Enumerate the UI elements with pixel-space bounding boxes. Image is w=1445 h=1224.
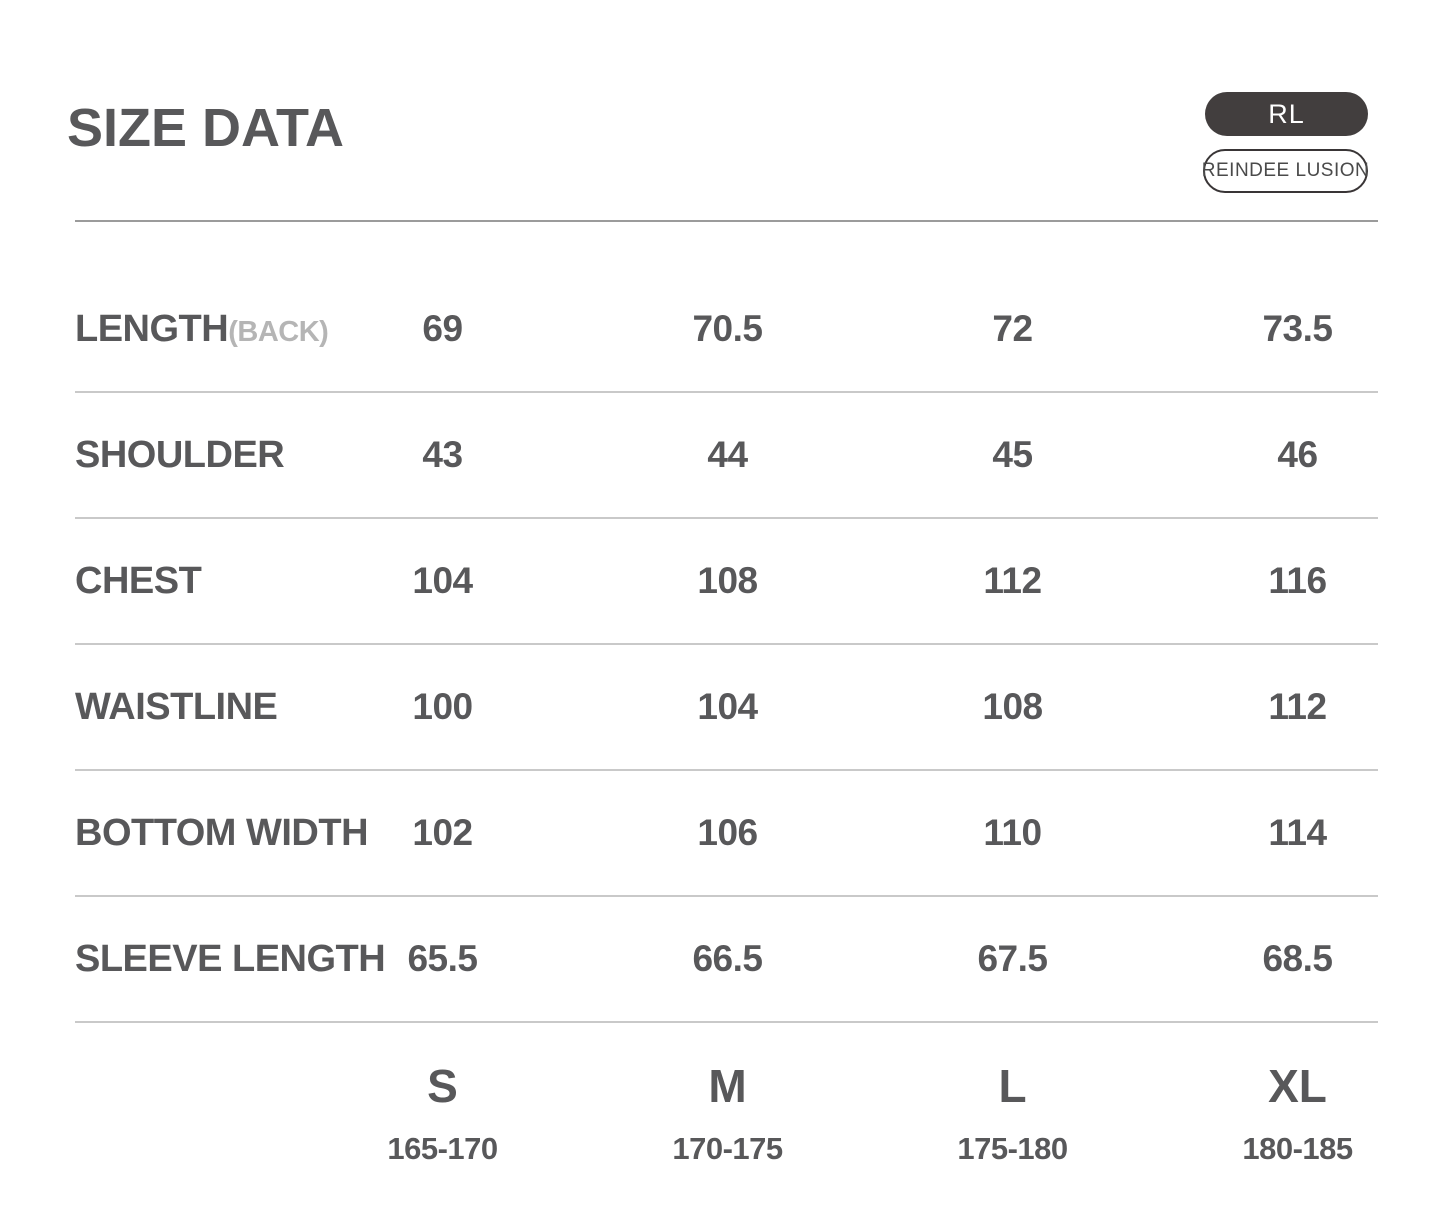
size-value-cell: 106 [697, 812, 758, 853]
size-value-cell: 112 [983, 560, 1042, 601]
row-label-text: WAISTLINE [75, 685, 278, 728]
table-row-shoulder: SHOULDER 43 44 45 46 [75, 392, 1440, 519]
row-label: SHOULDER [75, 434, 300, 477]
size-value-cell: 73.5 [1262, 308, 1333, 349]
size-value-cell: 102 [412, 812, 473, 853]
size-value-cell: 46 [1277, 434, 1318, 475]
size-value-cell: 114 [1268, 812, 1327, 853]
size-value-cell: 45 [992, 434, 1033, 475]
size-value-cell: 67.5 [977, 938, 1048, 979]
table-row-chest: CHEST 104 108 112 116 [75, 518, 1440, 645]
size-column-header-m: M [708, 1060, 747, 1112]
height-range-xl: 180-185 [1242, 1131, 1353, 1166]
height-range-l: 175-180 [957, 1131, 1068, 1166]
table-row-sleeve-length: SLEEVE LENGTH 65.5 66.5 67.5 68.5 [75, 896, 1440, 1023]
size-value-cell: 65.5 [407, 938, 478, 979]
row-label: LENGTH(BACK) [75, 307, 329, 351]
row-label: BOTTOM WIDTH [75, 812, 369, 855]
row-label-text: BOTTOM WIDTH [75, 811, 369, 854]
row-label: CHEST [75, 560, 300, 603]
size-column-header-xl: XL [1268, 1060, 1327, 1112]
size-value-cell: 70.5 [692, 308, 763, 349]
size-value-cell: 44 [707, 434, 748, 475]
size-value-cell: 112 [1268, 686, 1327, 727]
table-row-waistline: WAISTLINE 100 104 108 112 [75, 644, 1440, 771]
height-range-s: 165-170 [387, 1131, 498, 1166]
size-value-cell: 43 [422, 434, 463, 475]
row-label: SLEEVE LENGTH [75, 938, 386, 981]
row-label-text: SHOULDER [75, 433, 285, 476]
size-value-cell: 100 [412, 686, 473, 727]
row-label-text: CHEST [75, 559, 202, 602]
table-row-bottom-width: BOTTOM WIDTH 102 106 110 114 [75, 770, 1440, 897]
row-note: (BACK) [228, 315, 329, 348]
size-table: LENGTH(BACK) 69 70.5 72 73.5 SHOULDER 43… [75, 266, 1440, 1023]
brand-badge-short-label: RL [1268, 98, 1305, 129]
size-value-cell: 110 [983, 812, 1042, 853]
row-label: WAISTLINE [75, 686, 300, 729]
size-column-header-l: L [998, 1060, 1027, 1112]
size-value-cell: 108 [982, 686, 1043, 727]
size-value-cell: 104 [412, 560, 473, 601]
table-row-length: LENGTH(BACK) 69 70.5 72 73.5 [75, 266, 1440, 393]
brand-badge-full: REINDEE LUSION [1201, 149, 1370, 193]
size-value-cell: 116 [1268, 560, 1327, 601]
page-title: SIZE DATA [67, 98, 344, 158]
header-divider [75, 220, 1378, 222]
brand-badge-short: RL [1205, 92, 1368, 136]
height-range-m: 170-175 [672, 1131, 783, 1166]
footer-spacer [75, 1022, 300, 1112]
row-label-text: LENGTH [75, 307, 229, 350]
size-value-cell: 68.5 [1262, 938, 1333, 979]
brand-badge-full-label: REINDEE LUSION [1201, 160, 1370, 181]
size-value-cell: 66.5 [692, 938, 763, 979]
size-value-cell: 104 [697, 686, 758, 727]
footer-spacer [75, 1112, 300, 1166]
size-value-cell: 108 [697, 560, 758, 601]
size-value-cell: 69 [422, 308, 463, 349]
row-label-text: SLEEVE LENGTH [75, 937, 386, 980]
size-value-cell: 72 [992, 308, 1033, 349]
size-column-header-s: S [427, 1060, 458, 1112]
size-columns-footer: S M L XL 165-170 170-175 175-180 180-185 [75, 1022, 1440, 1166]
